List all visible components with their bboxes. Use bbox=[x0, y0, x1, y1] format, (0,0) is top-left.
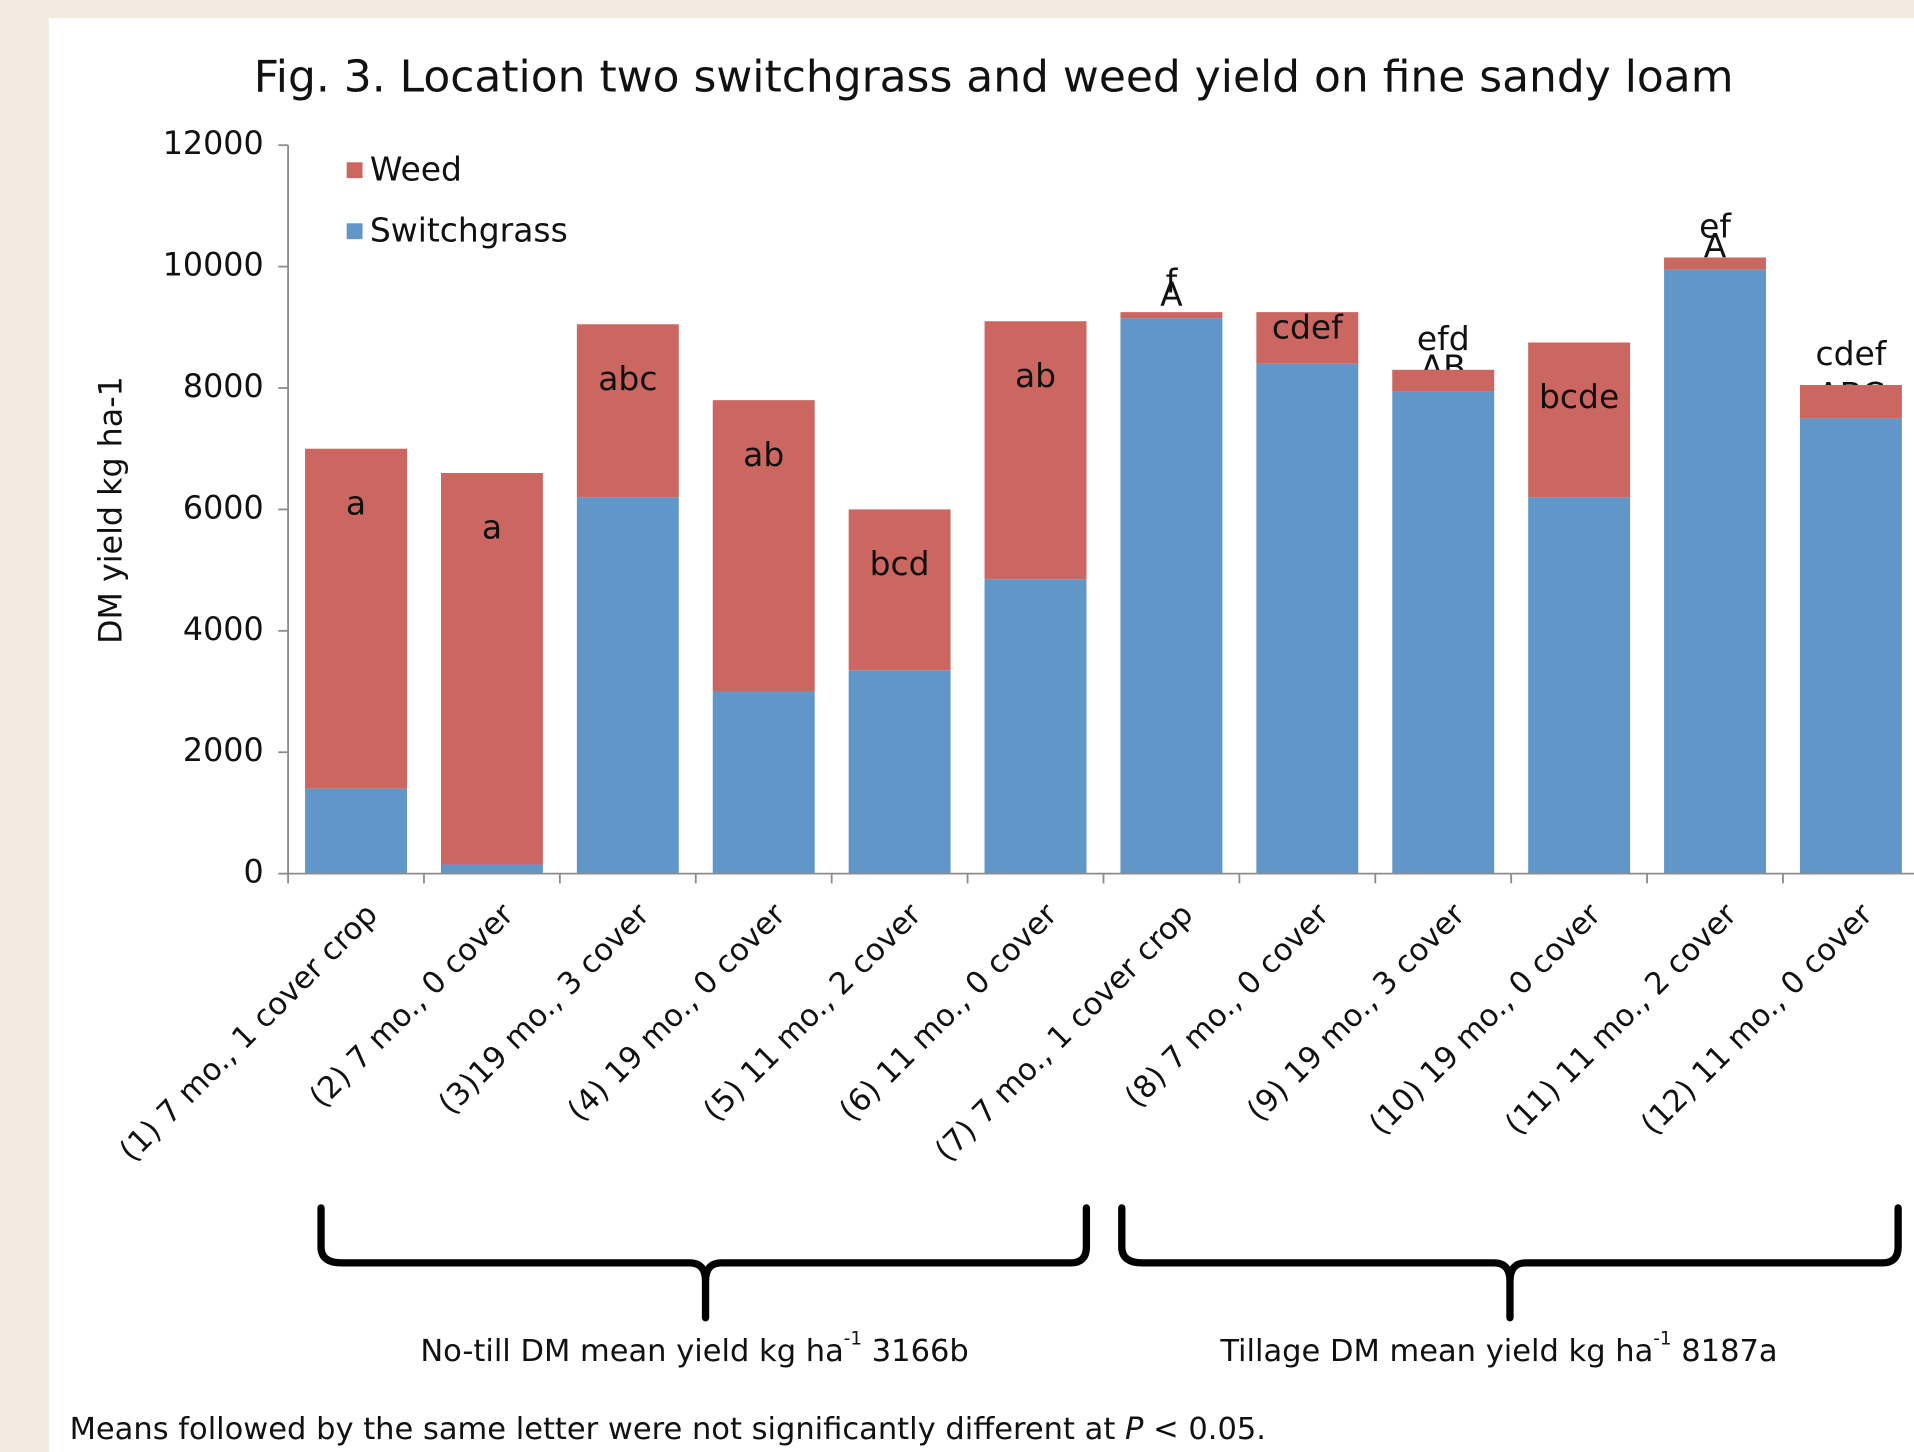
y-tick-label: 4000 bbox=[183, 612, 264, 648]
footnote-italic: P bbox=[1125, 1412, 1144, 1447]
bar-segment bbox=[1799, 418, 1902, 874]
bar-segment bbox=[1256, 363, 1359, 874]
bar-segment bbox=[305, 788, 407, 874]
y-tick-label: 10000 bbox=[163, 248, 264, 284]
annotation-superscript: -1 bbox=[1653, 1329, 1671, 1350]
legend-label: Weed bbox=[370, 149, 462, 188]
bar-letter: f bbox=[1166, 261, 1179, 300]
bar-letter: efd bbox=[1417, 319, 1470, 358]
footnote: Means followed by the same letter were n… bbox=[70, 1412, 1266, 1447]
y-axis-title: DM yield kg ha-1 bbox=[93, 376, 129, 644]
footnote-suffix: < 0.05. bbox=[1143, 1412, 1266, 1447]
bar-letter: cdef bbox=[1815, 334, 1887, 373]
bar-segment bbox=[305, 448, 407, 789]
annotation-suffix: 3166b bbox=[862, 1333, 969, 1368]
bar-segment bbox=[440, 864, 543, 874]
annotation: Tillage DM mean yield kg ha-1 8187a bbox=[1219, 1329, 1777, 1369]
bar-segment bbox=[1664, 257, 1766, 270]
chart-title: Fig. 3. Location two switchgrass and wee… bbox=[254, 51, 1734, 102]
bar-letter: ab bbox=[1015, 356, 1056, 395]
legend-swatch bbox=[346, 223, 363, 240]
bar-segment bbox=[848, 509, 951, 671]
footnote-text: Means followed by the same letter were n… bbox=[70, 1412, 1125, 1447]
y-tick-label: 12000 bbox=[163, 126, 264, 162]
bar-segment bbox=[984, 579, 1087, 874]
y-tick-label: 0 bbox=[243, 855, 263, 891]
annotation: No-till DM mean yield kg ha-1 3166b bbox=[420, 1329, 968, 1369]
bar-letter: abc bbox=[598, 359, 657, 398]
y-tick-label: 6000 bbox=[183, 490, 264, 526]
bar-segment bbox=[1392, 391, 1495, 874]
bar-segment bbox=[1120, 318, 1223, 874]
y-tick-label: 2000 bbox=[183, 733, 264, 769]
bar-segment bbox=[1799, 384, 1902, 419]
annotation-superscript: -1 bbox=[844, 1329, 862, 1350]
annotation-text: Tillage DM mean yield kg ha bbox=[1219, 1333, 1653, 1368]
bracket bbox=[1118, 1204, 1902, 1322]
bar-segment bbox=[712, 691, 815, 874]
bar-segment bbox=[576, 497, 679, 874]
bar-letter: A bbox=[1704, 226, 1727, 265]
annotation-suffix: 8187a bbox=[1672, 1333, 1778, 1368]
bar-segment bbox=[1120, 312, 1223, 319]
bar-segment bbox=[1256, 312, 1359, 364]
bar-letter: ab bbox=[743, 435, 784, 474]
bar-segment bbox=[848, 670, 951, 874]
annotation-text: No-till DM mean yield kg ha bbox=[420, 1333, 843, 1368]
bar-letter: bcd bbox=[870, 544, 930, 583]
bar-letter: A bbox=[1160, 275, 1183, 314]
bar-segment bbox=[1528, 497, 1631, 874]
bar-segment bbox=[984, 321, 1087, 580]
legend-swatch bbox=[346, 162, 363, 179]
bar-segment bbox=[712, 400, 815, 692]
bar-segment bbox=[1392, 369, 1495, 392]
bar-letter: bcde bbox=[1539, 377, 1619, 416]
bar-letter: a bbox=[482, 508, 502, 547]
bar-segment bbox=[576, 324, 679, 498]
bracket bbox=[317, 1204, 1091, 1322]
bar-segment bbox=[440, 472, 543, 865]
y-tick-label: 8000 bbox=[183, 369, 264, 405]
bar-segment bbox=[1528, 342, 1631, 498]
bar-segment bbox=[1664, 269, 1766, 874]
bar-letter: cdef bbox=[1272, 308, 1344, 347]
bar-letter: ef bbox=[1699, 207, 1732, 246]
bar-letter: a bbox=[346, 483, 366, 522]
legend-label: Switchgrass bbox=[370, 210, 568, 249]
